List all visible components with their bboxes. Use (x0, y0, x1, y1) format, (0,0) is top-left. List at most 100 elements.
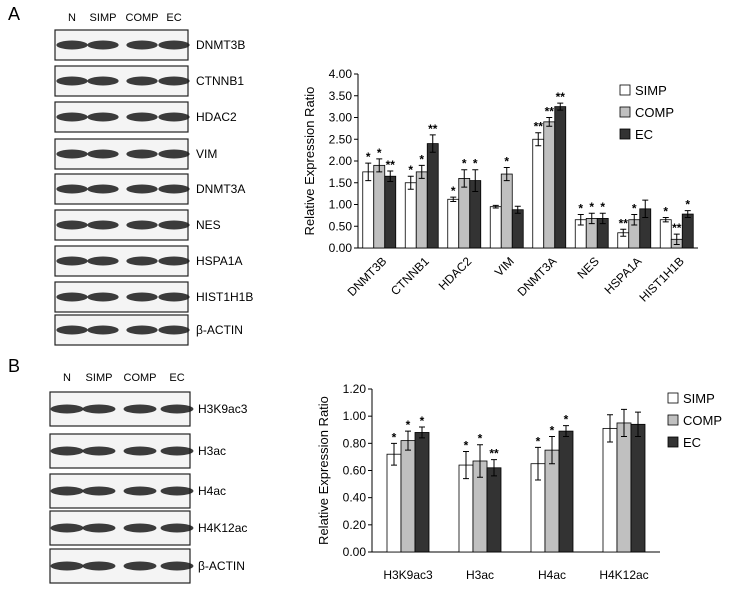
blot-band (50, 486, 84, 496)
blot-band (87, 112, 119, 122)
error-bar (563, 425, 569, 438)
bar (543, 121, 556, 249)
significance: * (600, 200, 605, 214)
legend-swatch (619, 128, 631, 140)
error-bar (376, 158, 383, 173)
error-bar (387, 170, 394, 182)
blot-band (158, 220, 190, 230)
blot-label: H4K12ac (198, 521, 247, 535)
blot-band (56, 292, 88, 302)
y-tick-label: 1.00 (329, 198, 353, 212)
error-bar (635, 411, 641, 438)
bar (362, 171, 375, 249)
error-bar (535, 132, 542, 147)
blot-band (50, 561, 84, 571)
blot-band (87, 292, 119, 302)
error-bar (391, 442, 397, 466)
lane-label: N (68, 12, 76, 24)
error-bar (599, 212, 606, 225)
legend-swatch (667, 392, 679, 404)
significance: ** (672, 221, 682, 235)
blot-band (87, 256, 119, 266)
significance: * (420, 414, 425, 428)
error-bar (673, 233, 680, 246)
blot-label: H3K9ac3 (198, 402, 248, 416)
blot-band (126, 292, 158, 302)
blot-band (82, 446, 116, 456)
bar (426, 143, 439, 249)
significance: ** (556, 90, 566, 104)
significance: * (462, 157, 467, 171)
blot-band (50, 523, 84, 533)
error-bar (418, 164, 425, 179)
blot-band (123, 446, 157, 456)
bar (458, 177, 471, 249)
x-tick-label: CTNNB1 (388, 254, 432, 298)
y-tick-label: 2.50 (329, 132, 353, 146)
blot-band (158, 325, 190, 335)
blot-band (158, 256, 190, 266)
bar (447, 198, 460, 249)
bar (500, 173, 513, 249)
bar (384, 175, 397, 249)
legend-swatch (619, 106, 631, 118)
blot-band (87, 325, 119, 335)
y-tick-label: 0.60 (343, 464, 367, 478)
y-tick-label: 0.50 (329, 219, 353, 233)
blot-band (87, 76, 119, 86)
lane-label: EC (166, 12, 181, 24)
blot-band (126, 220, 158, 230)
blot-band (56, 256, 88, 266)
blot-band (56, 149, 88, 159)
legend-label: SIMP (635, 83, 667, 98)
y-axis-label: Relative Expression Ratio (316, 396, 331, 545)
blot-band (158, 76, 190, 86)
error-bar (461, 169, 468, 188)
blot-band (82, 404, 116, 414)
y-tick-label: 0.00 (329, 241, 353, 255)
error-bar (577, 214, 584, 226)
blot-band (87, 149, 119, 159)
x-tick-label: H4K12ac (599, 568, 648, 582)
lane-label: N (63, 372, 71, 384)
blot-band (50, 446, 84, 456)
blot-band (126, 149, 158, 159)
y-tick-label: 3.50 (329, 89, 353, 103)
blot-label: VIM (196, 147, 217, 161)
blot-label: H3ac (198, 444, 226, 458)
bar (489, 206, 502, 249)
error-bar (492, 204, 499, 209)
error-bar (477, 444, 483, 478)
error-bar (684, 210, 691, 219)
bar (602, 427, 618, 553)
error-bar (491, 459, 497, 477)
panel-letter: B (8, 356, 20, 376)
legend-swatch (667, 414, 679, 426)
error-bar (419, 426, 425, 439)
x-tick-label: NES (575, 254, 602, 281)
legend-label: EC (683, 435, 701, 450)
error-bar (549, 436, 555, 465)
bar (681, 213, 694, 249)
bar (532, 138, 545, 249)
blot-band (158, 292, 190, 302)
bar (554, 106, 567, 249)
bar (400, 440, 416, 553)
significance: * (377, 146, 382, 160)
error-bar (557, 102, 564, 111)
significance: * (632, 202, 637, 216)
significance: ** (534, 120, 544, 134)
lane-label: EC (169, 372, 184, 384)
error-bar (642, 199, 649, 219)
blot-label: DNMT3B (196, 38, 245, 52)
significance: * (478, 432, 483, 446)
blot-band (87, 184, 119, 194)
blot-band (82, 561, 116, 571)
error-bar (535, 446, 541, 481)
blot-label: β-ACTIN (196, 323, 243, 337)
blot-band (158, 149, 190, 159)
x-tick-label: H3K9ac3 (383, 568, 433, 582)
legend-label: EC (635, 127, 653, 142)
error-bar (607, 414, 613, 443)
